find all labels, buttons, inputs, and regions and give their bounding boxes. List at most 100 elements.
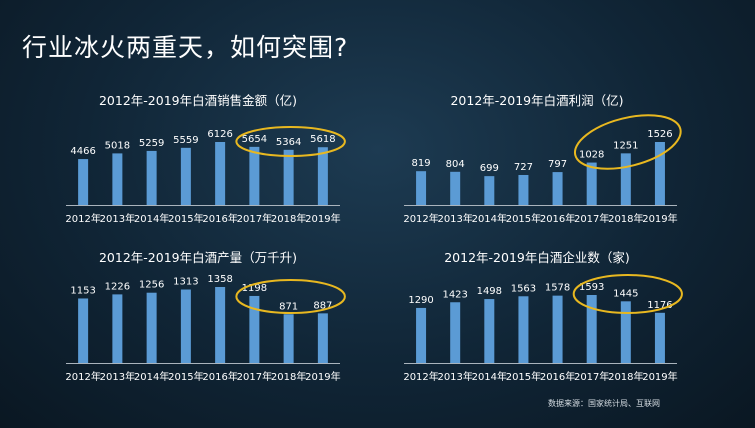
chart-3: 2012年-2019年白酒产量（万千升) 1153 2012年 1226 2013年 12…	[65, 250, 346, 383]
data-label: 804	[446, 159, 465, 170]
data-label: 5259	[139, 138, 164, 149]
data-label: 1423	[442, 289, 467, 300]
bar	[484, 299, 495, 363]
bar	[450, 171, 461, 205]
bar	[215, 287, 226, 363]
x-tick-label: 2012年	[403, 370, 438, 383]
x-tick-label: 2017年	[574, 370, 609, 383]
x-tick-label: 2017年	[237, 370, 272, 383]
bar	[146, 150, 157, 205]
data-label: 1251	[613, 140, 638, 151]
x-tick-label: 2014年	[472, 212, 507, 225]
x-tick-label: 2013年	[437, 370, 472, 383]
bar	[518, 174, 529, 205]
data-label: 1593	[579, 282, 604, 293]
x-tick-label: 2014年	[134, 212, 169, 225]
x-tick-label: 2018年	[271, 212, 306, 225]
data-label: 797	[548, 159, 567, 170]
bar	[552, 295, 563, 363]
slide-title: 行业冰火两重天，如何突围?	[22, 33, 349, 62]
x-tick-label: 2019年	[305, 370, 340, 383]
bar	[586, 295, 597, 363]
x-tick-label: 2018年	[608, 212, 643, 225]
highlight-ellipse	[235, 279, 346, 314]
data-label: 1498	[477, 286, 502, 297]
x-tick-label: 2016年	[540, 370, 575, 383]
bar	[180, 147, 191, 205]
data-label: 1578	[545, 283, 570, 294]
data-label: 4466	[70, 146, 95, 157]
bar	[317, 147, 328, 205]
x-tick-label: 2015年	[506, 370, 541, 383]
data-source-note: 数据来源：国家统计局、互联网	[548, 399, 660, 408]
bar	[283, 314, 294, 363]
chart-title: 2012年-2019年白酒企业数（家)	[444, 250, 630, 265]
bar	[620, 301, 631, 363]
data-label: 1526	[647, 129, 672, 140]
x-tick-label: 2015年	[168, 212, 203, 225]
x-tick-label: 2015年	[168, 370, 203, 383]
data-label: 5654	[242, 134, 267, 145]
data-label: 871	[279, 301, 298, 312]
data-label: 1563	[511, 283, 536, 294]
data-label: 699	[480, 163, 499, 174]
x-tick-label: 2013年	[437, 212, 472, 225]
bar	[146, 292, 157, 363]
data-label: 887	[313, 300, 332, 311]
data-label: 5559	[173, 135, 198, 146]
x-tick-label: 2017年	[574, 212, 609, 225]
x-tick-label: 2018年	[608, 370, 643, 383]
chart-title: 2012年-2019年白酒利润（亿)	[450, 93, 623, 108]
x-tick-label: 2019年	[642, 212, 677, 225]
bar	[416, 307, 427, 363]
data-label: 1153	[70, 285, 95, 296]
bar	[317, 313, 328, 363]
highlight-ellipse	[572, 274, 683, 314]
bar	[78, 159, 89, 205]
bar	[283, 149, 294, 205]
data-label: 1028	[579, 150, 604, 161]
data-label: 5018	[105, 140, 130, 151]
data-label: 1176	[647, 300, 672, 311]
chart-title: 2012年-2019年白酒销售金额（亿)	[99, 93, 297, 108]
x-tick-label: 2013年	[100, 370, 135, 383]
highlight-ellipse	[573, 114, 682, 170]
bar	[112, 294, 123, 363]
bar	[416, 171, 427, 205]
x-tick-label: 2017年	[237, 212, 272, 225]
data-label: 6126	[207, 129, 232, 140]
x-tick-label: 2012年	[65, 212, 100, 225]
data-label: 1226	[105, 281, 130, 292]
chart-4: 2012年-2019年白酒企业数（家) 1290 2012年 1423 2013年 149…	[403, 250, 683, 383]
bar	[484, 176, 495, 205]
x-tick-label: 2015年	[506, 212, 541, 225]
bar	[518, 296, 529, 363]
data-label: 819	[412, 158, 431, 169]
bar	[620, 153, 631, 205]
bar	[249, 295, 260, 363]
x-tick-label: 2016年	[202, 212, 237, 225]
x-tick-label: 2014年	[134, 370, 169, 383]
data-label: 5618	[310, 134, 335, 145]
x-tick-label: 2012年	[403, 212, 438, 225]
x-tick-label: 2012年	[65, 370, 100, 383]
data-label: 1198	[242, 283, 267, 294]
bar	[78, 298, 89, 363]
x-tick-label: 2019年	[305, 212, 340, 225]
chart-2: 2012年-2019年白酒利润（亿) 819 2012年 804 2013年 699 201…	[403, 93, 682, 225]
x-tick-label: 2014年	[472, 370, 507, 383]
data-label: 1445	[613, 288, 638, 299]
bar	[215, 142, 226, 205]
x-tick-label: 2019年	[642, 370, 677, 383]
data-label: 1313	[173, 277, 198, 288]
x-tick-label: 2016年	[540, 212, 575, 225]
bar	[654, 312, 665, 363]
bar	[654, 142, 665, 205]
bar	[112, 153, 123, 205]
x-tick-label: 2013年	[100, 212, 135, 225]
bar	[249, 146, 260, 205]
data-label: 1358	[207, 274, 232, 285]
bar	[586, 162, 597, 205]
data-label: 1290	[408, 295, 433, 306]
data-label: 727	[514, 162, 533, 173]
